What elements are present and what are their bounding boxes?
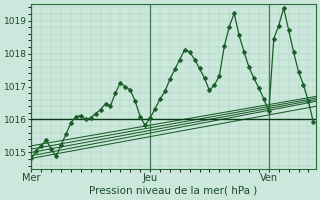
X-axis label: Pression niveau de la mer( hPa ): Pression niveau de la mer( hPa ) — [90, 186, 258, 196]
